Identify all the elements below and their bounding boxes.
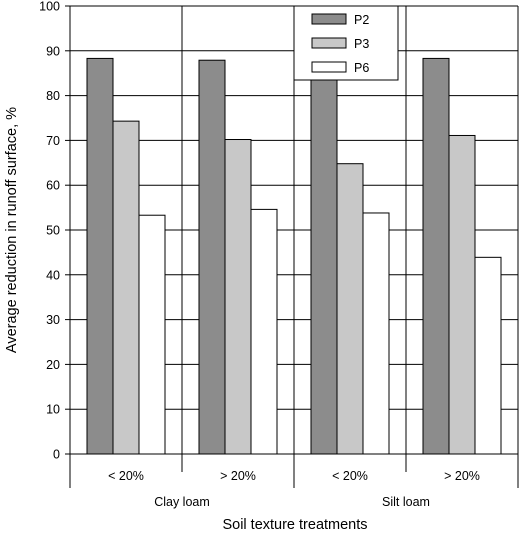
legend-label: P2 — [354, 13, 369, 27]
legend-label: P6 — [354, 61, 369, 75]
y-axis-title: Average reduction in runoff surface, % — [4, 107, 20, 353]
y-tick-labels: 0 10 20 30 40 50 60 70 80 90 100 — [39, 0, 60, 462]
y-tick-label: 90 — [46, 44, 60, 58]
y-tick-label: 30 — [46, 313, 60, 327]
legend-swatch-p3 — [311, 37, 347, 49]
x-category-labels: < 20% > 20% < 20% > 20% Clay loam Silt loam — [108, 469, 480, 509]
x-category-label: < 20% — [332, 469, 368, 483]
bar-p3 — [448, 134, 476, 455]
x-category-label: > 20% — [220, 469, 256, 483]
y-tick-label: 40 — [46, 268, 60, 282]
y-tick-label: 60 — [46, 179, 60, 193]
bar-p6 — [138, 214, 166, 455]
y-tick-label: 70 — [46, 134, 60, 148]
bar-p3 — [112, 120, 140, 455]
bar-p2 — [86, 57, 114, 455]
x-category-label: < 20% — [108, 469, 144, 483]
bar-p2 — [310, 70, 338, 455]
y-tick-label: 10 — [46, 403, 60, 417]
y-tick-label: 80 — [46, 89, 60, 103]
y-tick-label: 0 — [53, 448, 60, 462]
legend-swatch-p2 — [311, 13, 347, 25]
y-tick-label: 100 — [39, 0, 60, 14]
bar-p6 — [250, 208, 278, 455]
bar-p6 — [362, 212, 390, 455]
bar-p2 — [198, 59, 226, 455]
y-tick-label: 50 — [46, 224, 60, 238]
bar-p3 — [224, 139, 252, 455]
axes — [65, 5, 519, 488]
y-tick-label: 20 — [46, 358, 60, 372]
legend-label: P3 — [354, 37, 369, 51]
x-group-label: Clay loam — [154, 495, 210, 509]
bars — [86, 57, 502, 455]
x-axis-title: Soil texture treatments — [222, 517, 367, 533]
bar-p2 — [422, 57, 450, 455]
bar-p3 — [336, 163, 364, 455]
legend: P2 P3 P6 — [293, 5, 399, 81]
x-group-label: Silt loam — [382, 495, 430, 509]
x-category-label: > 20% — [444, 469, 480, 483]
legend-swatch-p6 — [311, 61, 347, 73]
bar-p6 — [474, 256, 502, 455]
